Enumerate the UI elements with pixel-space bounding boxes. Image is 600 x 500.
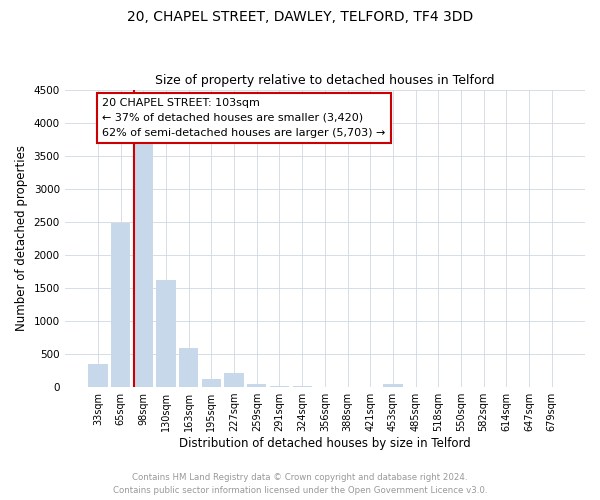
Bar [270, 386, 289, 387]
Bar [383, 384, 403, 387]
Bar [202, 379, 221, 387]
Y-axis label: Number of detached properties: Number of detached properties [15, 146, 28, 332]
Bar [224, 373, 244, 387]
Bar [88, 364, 107, 387]
Bar [157, 280, 176, 387]
X-axis label: Distribution of detached houses by size in Telford: Distribution of detached houses by size … [179, 437, 471, 450]
Bar [247, 384, 266, 387]
Title: Size of property relative to detached houses in Telford: Size of property relative to detached ho… [155, 74, 494, 87]
Bar [179, 348, 199, 387]
Bar [134, 136, 153, 387]
Bar [293, 386, 312, 387]
Bar [111, 223, 130, 387]
Text: Contains HM Land Registry data © Crown copyright and database right 2024.
Contai: Contains HM Land Registry data © Crown c… [113, 474, 487, 495]
Text: 20 CHAPEL STREET: 103sqm
← 37% of detached houses are smaller (3,420)
62% of sem: 20 CHAPEL STREET: 103sqm ← 37% of detach… [103, 98, 386, 138]
Text: 20, CHAPEL STREET, DAWLEY, TELFORD, TF4 3DD: 20, CHAPEL STREET, DAWLEY, TELFORD, TF4 … [127, 10, 473, 24]
